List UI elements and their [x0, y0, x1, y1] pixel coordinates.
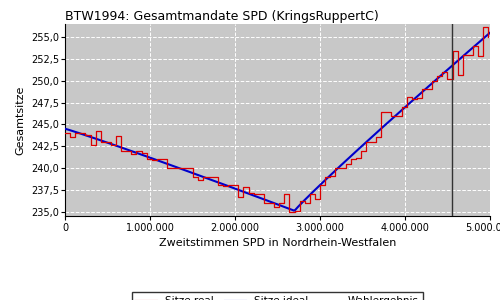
Text: BTW1994: Gesamtmandate SPD (KringsRuppertC): BTW1994: Gesamtmandate SPD (KringsRupper… — [65, 10, 379, 23]
Legend: Sitze real, Sitze ideal, Wahlergebnis: Sitze real, Sitze ideal, Wahlergebnis — [132, 292, 423, 300]
X-axis label: Zweitstimmen SPD in Nordrhein-Westfalen: Zweitstimmen SPD in Nordrhein-Westfalen — [159, 238, 396, 248]
Y-axis label: Gesamtsitze: Gesamtsitze — [16, 85, 26, 155]
